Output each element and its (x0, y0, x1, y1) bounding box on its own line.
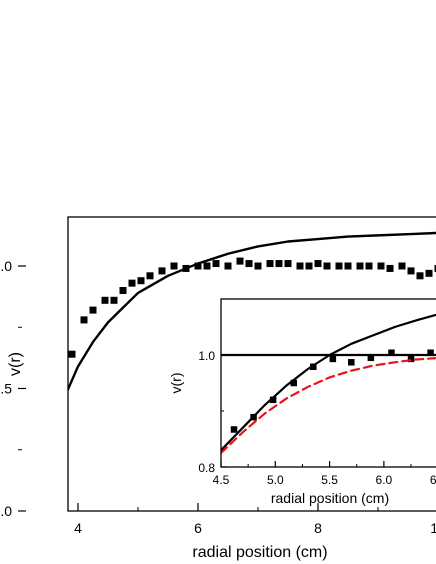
main-plot: 4 6 8 10 0.0 0.5 1.0 radial position (cm) v(r… (0, 216, 436, 561)
main-data-point (356, 262, 364, 270)
inset-data-point (329, 355, 337, 363)
main-data-point (314, 260, 322, 268)
main-data-point (296, 262, 304, 270)
inset-data-point (230, 426, 238, 433)
main-data-point (284, 260, 292, 268)
inset-data-point (348, 359, 355, 366)
inset-plot-frame (220, 298, 436, 468)
main-data-point (68, 350, 76, 358)
main-y-tick-label: 1.0 (0, 258, 12, 274)
main-data-point (425, 269, 433, 277)
inset-x-tick-label: 5.0 (267, 473, 284, 487)
inset-y-axis-title: v(r) (168, 373, 184, 394)
inset-data-point (388, 349, 395, 357)
main-x-tick-label: 6 (194, 520, 202, 536)
main-data-point (27, 488, 34, 495)
main-data-point (89, 306, 97, 314)
main-x-tick-label: 10 (430, 520, 436, 536)
main-data-point (365, 262, 373, 270)
main-y-tick-label: 0.0 (0, 503, 12, 519)
main-data-point (245, 260, 253, 268)
main-data-point (128, 279, 136, 287)
main-data-point (146, 272, 154, 280)
main-data-point (60, 390, 67, 397)
inset-x-tick-label: 6.0 (376, 473, 393, 487)
main-y-axis: 0.0 0.5 1.0 (0, 258, 26, 519)
inset-x-tick-label: 5.5 (321, 473, 338, 487)
main-data-point (407, 267, 415, 275)
main-data-point (416, 272, 424, 280)
main-series (27, 231, 436, 495)
main-data-point (158, 267, 166, 275)
main-series-1-line (68, 231, 436, 393)
inset-background (221, 299, 436, 467)
inset-x-axis-title: radial position (cm) (271, 490, 389, 506)
main-data-point (434, 264, 436, 272)
inset-data-point (367, 354, 375, 362)
inset-series-3-line (221, 357, 436, 455)
main-data-point (101, 296, 109, 304)
inset-y-axis: 0.8 1.0 (198, 298, 227, 475)
main-data-point (194, 262, 202, 270)
main-data-point (275, 260, 283, 268)
inset-y-tick-label: 1.0 (198, 349, 215, 363)
main-data-point (398, 262, 406, 270)
main-data-point (266, 260, 274, 268)
main-data-point (335, 262, 343, 270)
main-data-point (323, 262, 331, 270)
main-data-point (236, 257, 244, 265)
main-x-tick-label: 4 (74, 520, 82, 536)
main-data-point (137, 277, 145, 285)
main-data-point (80, 316, 88, 324)
main-data-point (212, 260, 220, 268)
main-y-tick-label: 0.5 (0, 381, 12, 397)
main-data-point (386, 264, 394, 272)
inset-data-point (407, 355, 415, 363)
main-y-axis-title: v(r) (7, 352, 24, 376)
inset-plot: 4.5 5.0 5.5 6.0 6.5 0.8 1.0 radial position (… (168, 298, 436, 506)
main-data-point (305, 262, 313, 270)
main-data-point (39, 454, 46, 461)
main-data-point (224, 262, 232, 270)
main-data-point (119, 287, 127, 294)
inset-x-tick-label: 4.5 (213, 473, 230, 487)
inset-data-point (269, 396, 277, 404)
main-x-axis-title: radial position (cm) (192, 544, 327, 561)
inset-data-point (427, 349, 434, 357)
main-x-axis: 4 6 8 10 (74, 503, 436, 536)
main-data-point (48, 429, 55, 436)
inset-x-tick-label: 6.5 (430, 473, 436, 487)
main-data-point (110, 296, 118, 304)
main-x-tick-label: 8 (314, 520, 322, 536)
inset-x-axis: 4.5 5.0 5.5 6.0 6.5 (213, 461, 436, 487)
main-data-point (203, 262, 211, 270)
inset-series (221, 313, 436, 455)
inset-data-point (290, 379, 297, 387)
main-data-point (344, 262, 352, 270)
inset-y-tick-label: 0.8 (198, 461, 215, 475)
main-data-point (254, 262, 262, 270)
main-data-point (170, 262, 178, 270)
main-data-point (377, 262, 385, 270)
